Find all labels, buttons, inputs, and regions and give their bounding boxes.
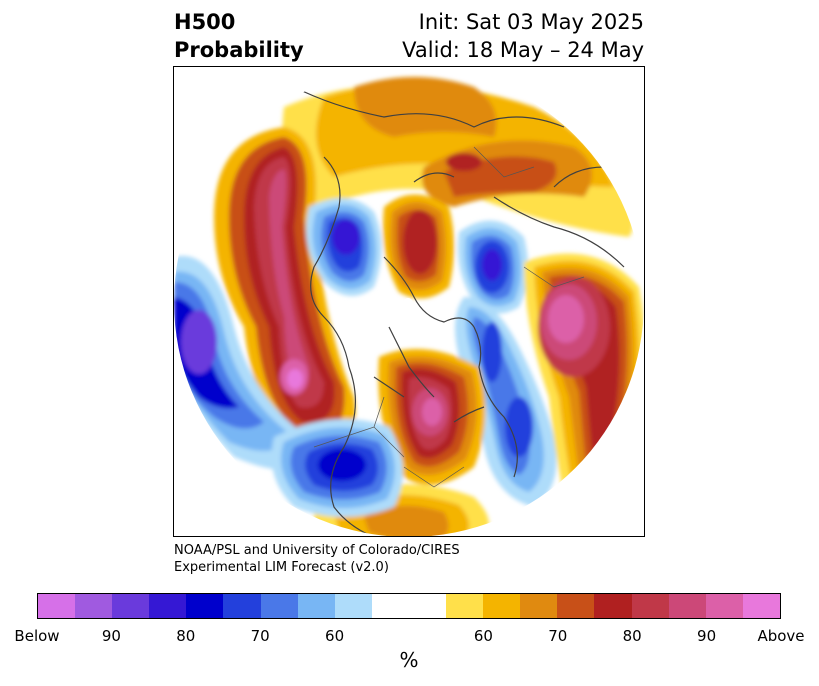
- date-block: Init: Sat 03 May 2025 Valid: 18 May – 24…: [402, 8, 644, 64]
- colorbar-swatch: [408, 594, 447, 618]
- colorbar-swatch: [297, 594, 335, 618]
- colorbar-swatch: [186, 594, 224, 618]
- colorbar-swatch: [631, 594, 669, 618]
- credit-text: NOAA/PSL and University of Colorado/CIRE…: [174, 542, 460, 576]
- colorbar-swatch: [483, 594, 521, 618]
- colorbar-swatch: [520, 594, 558, 618]
- colorbar-tick-label: 60: [325, 627, 345, 645]
- colorbar-unit: %: [399, 648, 419, 672]
- colorbar-swatch: [705, 594, 743, 618]
- colorbar-swatch: [742, 594, 780, 618]
- colorbar-tick-label: 60: [473, 627, 493, 645]
- colorbar-tick-label: 70: [548, 627, 568, 645]
- colorbar-tick-label: 90: [697, 627, 717, 645]
- init-date: Init: Sat 03 May 2025: [418, 10, 644, 34]
- colorbar-tick-label: Below: [14, 627, 60, 645]
- colorbar-tick-label: 70: [250, 627, 270, 645]
- colorbar-swatch: [334, 594, 372, 618]
- coastlines: [293, 86, 644, 536]
- title-quantity: Probability: [174, 38, 304, 62]
- colorbar-swatch: [75, 594, 113, 618]
- colorbar-swatch: [594, 594, 632, 618]
- title-block: H500 Probability: [174, 8, 304, 64]
- colorbar-tick-label: 80: [176, 627, 196, 645]
- colorbar-swatch: [668, 594, 706, 618]
- probability-map: [174, 67, 644, 536]
- colorbar: [37, 593, 781, 619]
- colorbar-tick-label: Above: [757, 627, 805, 645]
- credit-line-1: NOAA/PSL and University of Colorado/CIRE…: [174, 543, 460, 558]
- valid-range: Valid: 18 May – 24 May: [402, 38, 644, 62]
- colorbar-swatch: [112, 594, 150, 618]
- credit-line-2: Experimental LIM Forecast (v2.0): [174, 560, 389, 575]
- title-variable: H500: [174, 10, 236, 34]
- colorbar-tick-label: 90: [101, 627, 121, 645]
- map-panel: [173, 66, 645, 537]
- colorbar-swatch: [38, 594, 76, 618]
- colorbar-swatch: [371, 594, 409, 618]
- colorbar-swatch: [149, 594, 187, 618]
- colorbar-ticks: Below 90 80 70 60 60 70 80 90 Above: [0, 627, 819, 647]
- colorbar-tick-label: 80: [622, 627, 642, 645]
- colorbar-swatch: [223, 594, 261, 618]
- colorbar-swatch: [446, 594, 484, 618]
- colorbar-swatch: [260, 594, 298, 618]
- colorbar-swatch: [557, 594, 595, 618]
